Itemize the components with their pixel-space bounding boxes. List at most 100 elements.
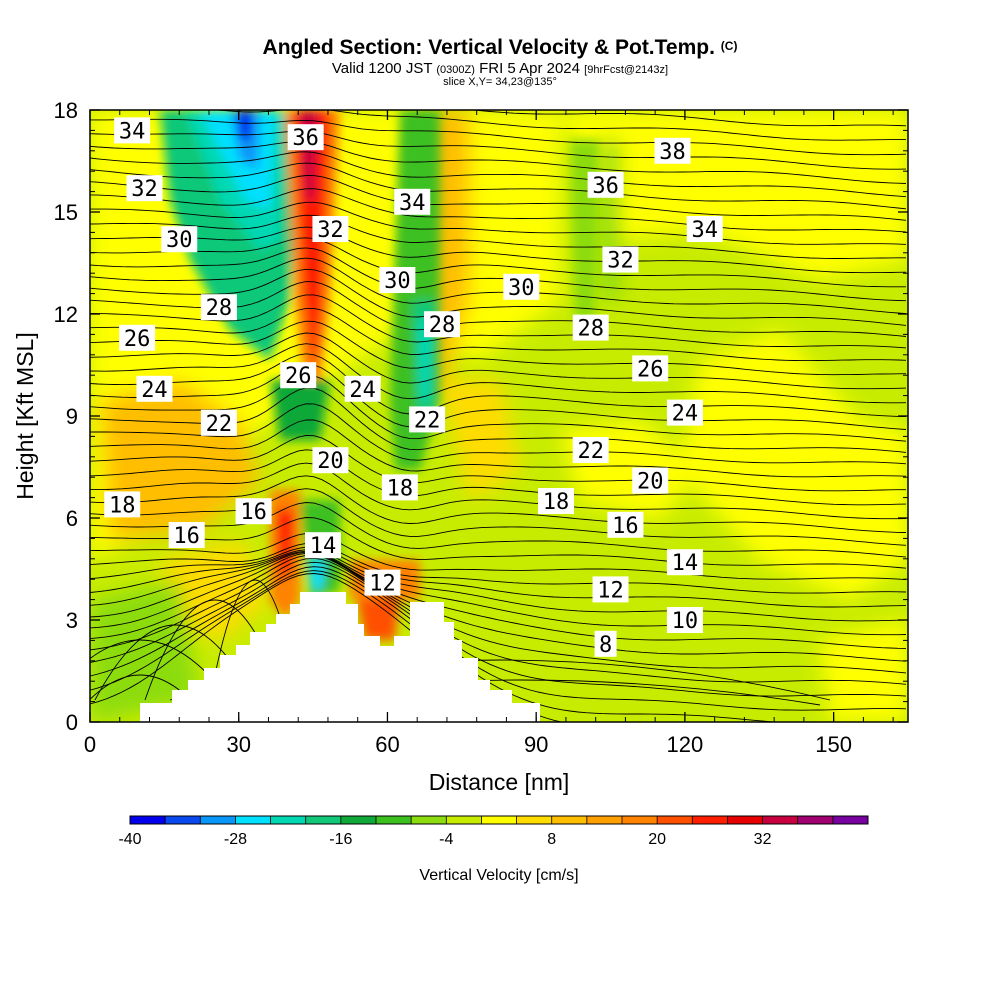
theta-contour-line [90,363,907,430]
theta-contour-line [90,226,907,274]
theta-contour-line [90,488,907,546]
contour-label: 26 [285,364,312,389]
contour-label: 18 [109,493,136,518]
colorbar-swatch [305,816,342,824]
theta-contour-line [90,374,907,442]
theta-contour-line [90,552,907,662]
theta-contour-line [90,332,907,390]
y-tick-label: 15 [54,200,78,225]
y-tick-label: 0 [66,710,78,735]
theta-contour-line [469,110,907,127]
contour-label: 32 [131,177,158,202]
y-tick-label: 3 [66,608,78,633]
contour-label: 24 [349,378,376,403]
terrain-mask [140,592,540,722]
y-tick-label: 12 [54,302,78,327]
colorbar-swatch [657,816,693,824]
colorbar-tick-label: -4 [439,831,453,848]
contour-label: 18 [387,476,414,501]
contour-label: 22 [414,408,441,433]
colorbar-swatch [411,816,447,824]
contour-label: 24 [672,402,699,427]
contour-label: 14 [672,551,699,576]
theta-contour-line [90,546,907,608]
chart-subtitle: Valid 1200 JST (0300Z) FRI 5 Apr 2024 [9… [0,60,1000,77]
contour-label: 8 [599,633,612,658]
colorbar-swatch [200,816,236,824]
contour-label-box [572,437,609,463]
contour-label-box [607,511,644,538]
colorbar-tick-label: -40 [118,831,141,848]
theta-contour-line [90,257,907,315]
theta-contour-line [90,343,907,404]
theta-contour-line [90,151,907,198]
y-tick-label: 18 [54,98,78,123]
contour-label: 28 [577,317,604,342]
contour-label-box [312,447,349,474]
contour-label-box [654,137,691,164]
colorbar-tick-label: 20 [648,831,666,848]
colorbar-swatch [340,816,377,824]
contour-label: 22 [206,412,233,437]
contour-label-box [364,569,401,596]
theta-contour-line [90,517,907,569]
contour-label-box [200,294,237,321]
utc-time: (0300Z) [436,64,475,76]
theta-contour-line [90,247,907,302]
colorbar-swatch [235,816,272,824]
theta-contour-line [90,294,907,349]
theta-contour-line [90,118,907,156]
theta-contour-line [90,551,907,649]
y-tick-label: 6 [66,506,78,531]
theta-contour-line [90,201,907,245]
theta-contour-line [90,175,907,221]
contour-label-box [594,630,617,657]
theta-contour-line [90,214,906,259]
colorbar-tick-label: 8 [547,831,556,848]
contour-label: 14 [310,534,337,559]
contour-label-box [602,246,639,273]
contour-label: 26 [124,327,151,352]
chart-title: Angled Section: Vertical Velocity & Pot.… [0,36,1000,60]
theta-contour-line [90,307,907,362]
contour-label-box [394,188,431,215]
contour-label: 38 [659,140,686,165]
theta-contour-line [90,419,907,478]
theta-contour-line [90,140,907,184]
potential-temperature-contours [90,110,907,722]
contour-label: 36 [592,174,619,199]
contour-label-box [119,324,156,351]
colorbar-swatch [832,816,869,824]
contour-label: 12 [369,572,396,597]
contour-label-box [379,267,416,293]
contour-label-box [136,375,173,402]
theta-contour-line [90,353,907,418]
theta-contour-line [90,162,907,210]
colorbar-swatch [481,816,518,824]
contour-label: 20 [317,449,344,474]
x-tick-label: 0 [84,732,96,757]
theta-contour-line [90,561,907,697]
colorbar-swatch [586,816,623,824]
contour-label: 30 [508,276,535,301]
title-suffix: (C) [720,39,738,53]
theta-contour-line [90,532,907,581]
contour-label-box [423,311,460,338]
x-tick-label: 150 [815,732,852,757]
contour-label-box [592,576,629,603]
theta-contour-line [90,462,907,520]
theta-contour-line [90,188,907,233]
contour-label: 18 [543,490,570,515]
slice-info: slice X,Y= 34,23@135° [443,76,557,88]
forecast-info: [9hrFcst@2143z] [584,64,669,76]
colorbar-swatch [727,816,764,824]
contour-label: 32 [607,249,634,274]
contour-label-box [587,171,624,198]
contour-label: 10 [672,609,699,634]
colorbar-swatch [692,816,728,824]
contour-label: 34 [399,191,426,216]
contour-label-box [305,532,342,559]
contour-label: 28 [206,296,233,321]
x-tick-label: 60 [375,732,399,757]
